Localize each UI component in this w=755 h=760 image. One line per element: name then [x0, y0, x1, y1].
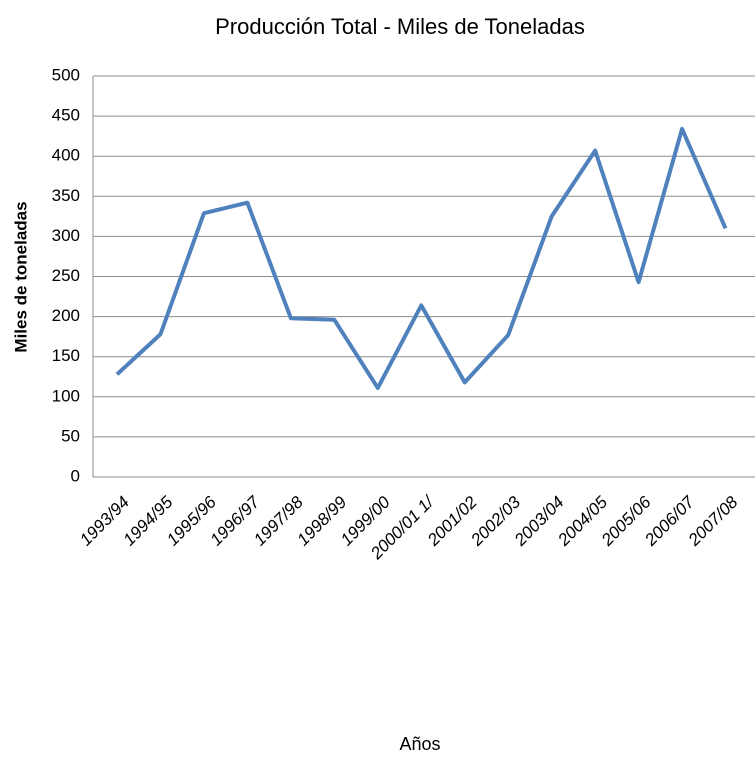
- y-tick-label: 200: [52, 306, 80, 325]
- y-tick-label: 250: [52, 266, 80, 285]
- y-axis-label: Miles de toneladas: [11, 201, 30, 352]
- y-tick-label: 350: [52, 186, 80, 205]
- y-tick-label: 0: [71, 466, 80, 485]
- x-axis-label: Años: [399, 734, 440, 754]
- y-tick-label: 400: [52, 146, 80, 165]
- data-line: [115, 126, 728, 390]
- y-tick-label: 300: [52, 226, 80, 245]
- y-tick-label: 500: [52, 65, 80, 84]
- y-tick-label: 450: [52, 106, 80, 125]
- chart-title: Producción Total - Miles de Toneladas: [215, 14, 585, 39]
- y-tick-label: 100: [52, 386, 80, 405]
- y-tick-label: 50: [61, 426, 80, 445]
- y-tick-label: 150: [52, 346, 80, 365]
